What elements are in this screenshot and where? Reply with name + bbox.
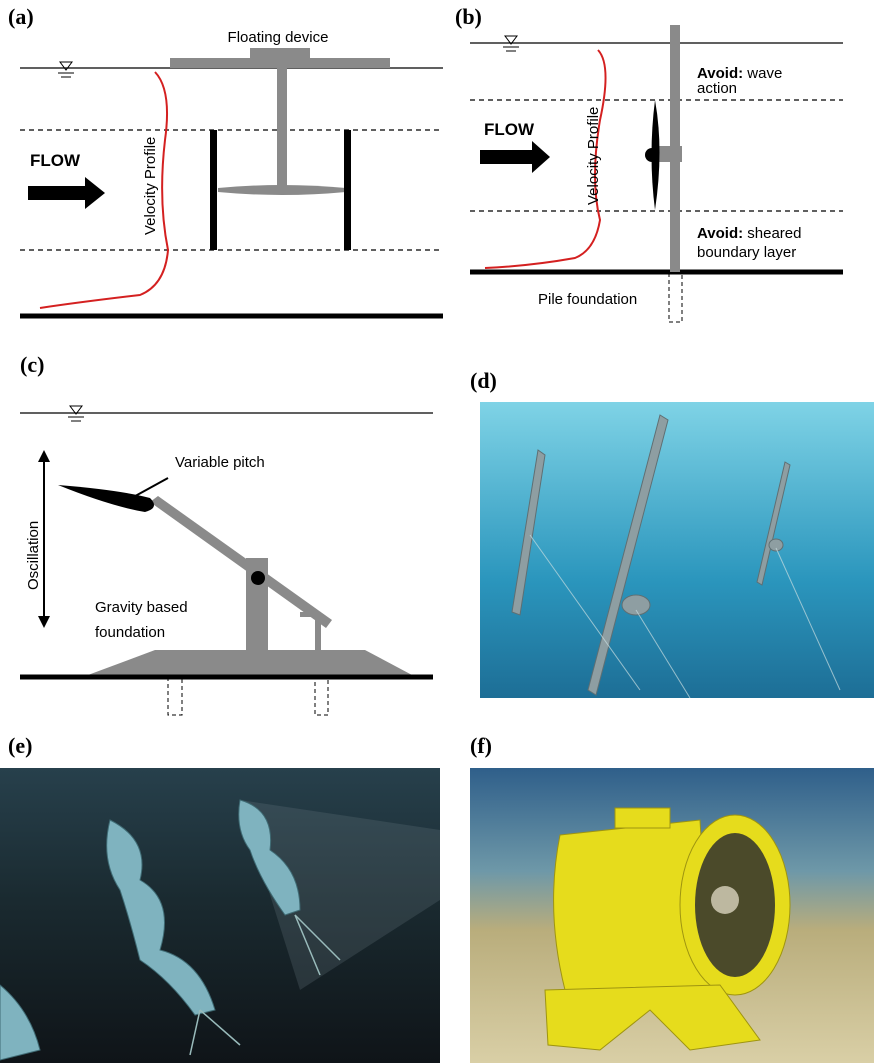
panel-label: (e) [8, 733, 32, 758]
caption: Variable pitch [175, 454, 265, 471]
figure: (a) Floating device FLOW Velocity Profil… [0, 0, 874, 1063]
panel-c: (c) Oscillation Variable pitch Gravity b… [20, 352, 433, 715]
nacelle [656, 146, 682, 162]
support [315, 615, 321, 655]
post [344, 130, 351, 250]
airfoil [58, 485, 154, 512]
panel-label: (b) [455, 4, 482, 29]
text: sheared [747, 225, 801, 242]
float [170, 58, 390, 68]
caption: foundation [95, 624, 165, 641]
panel-label: (a) [8, 4, 34, 29]
keyword: Avoid: [697, 225, 743, 242]
profile-label: Velocity Profile [142, 137, 159, 235]
avoid-note: Avoid: sheared [697, 225, 802, 242]
post [210, 130, 217, 250]
hub [711, 886, 739, 914]
panel-label: (f) [470, 733, 492, 758]
flow-arrow [28, 177, 105, 209]
shaft [277, 68, 287, 193]
pile-below [669, 274, 682, 322]
caption: Pile foundation [538, 291, 637, 308]
float-top [250, 48, 310, 58]
flow-label: FLOW [484, 120, 535, 139]
hub [645, 148, 659, 162]
panel-label: (d) [470, 368, 497, 393]
panel-a: (a) Floating device FLOW Velocity Profil… [8, 4, 443, 316]
panel-e: (e) [0, 733, 440, 1063]
panel-b: (b) FLOW Velocity Profile Avoid: wave ac… [455, 4, 843, 322]
blade [218, 185, 346, 195]
oscillation-label: Oscillation [25, 521, 42, 590]
water-symbol [58, 62, 74, 77]
support [300, 612, 321, 617]
panel-f: (f) [470, 733, 874, 1063]
pile-below [315, 679, 328, 715]
avoid-note: action [697, 80, 737, 97]
profile-label: Velocity Profile [585, 107, 602, 205]
panel-label: (c) [20, 352, 44, 377]
pivot [251, 571, 265, 585]
flow-label: FLOW [30, 151, 81, 170]
flow-arrow [480, 141, 550, 173]
text: wave [746, 65, 782, 82]
caption: Floating device [228, 29, 329, 46]
caption: Gravity based [95, 599, 188, 616]
pile-below [168, 679, 182, 715]
avoid-note: boundary layer [697, 244, 796, 261]
panel-d: (d) [470, 368, 874, 698]
photo [480, 402, 874, 698]
